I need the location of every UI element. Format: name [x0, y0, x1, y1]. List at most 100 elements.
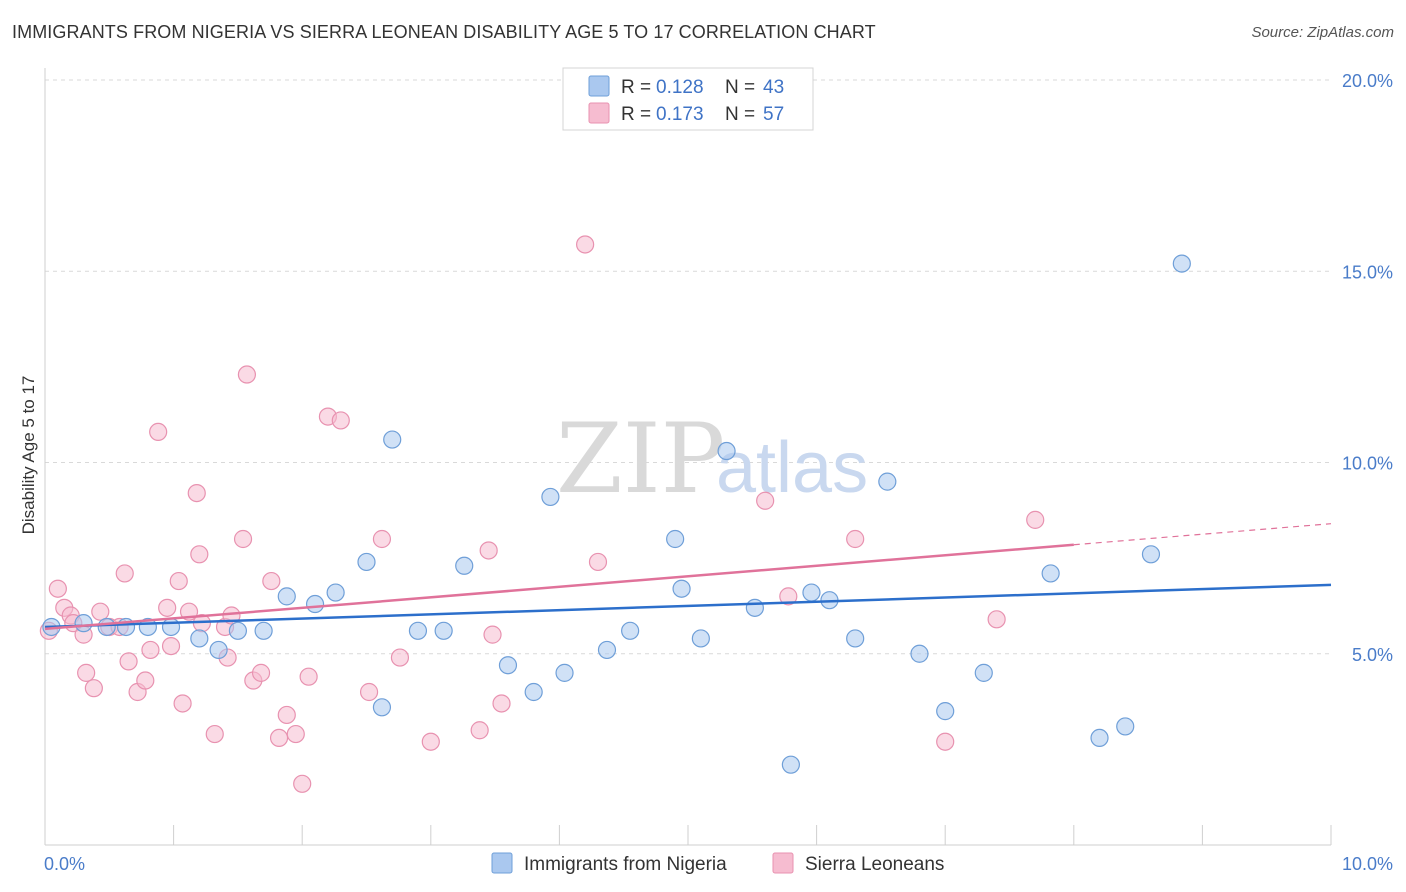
sierra-leoneans-point-41: [359, 682, 379, 702]
sierra-leoneans-point-8: [91, 602, 110, 621]
sierra-leoneans-point-23: [190, 545, 209, 564]
sierra-leoneans-point-1: [48, 579, 67, 598]
sierra-leoneans-point-11: [115, 564, 134, 583]
sierra-leoneans-point-56: [1026, 510, 1045, 529]
sierra-leoneans-point-46: [479, 541, 498, 560]
sierra-leoneans-point-52: [779, 587, 798, 606]
bottom-legend-swatch-nigeria: [491, 852, 513, 874]
y-axis-label: Disability Age 5 to 17: [19, 376, 38, 535]
legend-n-value-pink: 57: [763, 104, 784, 125]
nigeria-point-31: [802, 583, 821, 602]
sierra-leoneans-point-17: [158, 598, 177, 617]
bottom-legend: Immigrants from Nigeria Sierra Leoneans: [491, 852, 944, 875]
sierra-leoneans-point-22: [187, 484, 206, 503]
sierra-leoneans-point-36: [286, 724, 305, 744]
sierra-leoneans-point-53: [846, 529, 865, 549]
sierra-leoneans-point-40: [331, 411, 350, 430]
nigeria-point-40: [1116, 717, 1135, 736]
sierra-leoneans-point-6: [77, 663, 96, 682]
sierra-leoneans-point-43: [390, 648, 410, 667]
nigeria-point-24: [621, 621, 640, 640]
sierra-leoneans-point-7: [84, 679, 103, 698]
nigeria-point-9: [254, 621, 273, 640]
y-tick-label-10: 10.0%: [1342, 454, 1393, 474]
nigeria-point-33: [846, 629, 865, 648]
y-axis-tick-labels: 5.0% 10.0% 15.0% 20.0%: [1342, 71, 1393, 665]
nigeria-point-12: [326, 583, 345, 602]
sierra-leoneans-point-42: [372, 529, 392, 549]
nigeria-point-10: [277, 587, 296, 606]
nigeria-point-2: [97, 617, 116, 637]
gridlines: [45, 79, 1331, 655]
nigeria-point-30: [781, 755, 800, 774]
nigeria-trend-line: [44, 583, 1332, 629]
sierra-leoneans-point-30: [237, 365, 257, 384]
sierra-leoneans-point-45: [470, 721, 489, 740]
nigeria-point-28: [717, 441, 736, 461]
nigeria-point-29: [745, 598, 764, 617]
nigeria-point-22: [555, 663, 574, 682]
sierra-leoneans-point-20: [173, 694, 192, 713]
sierra-leoneans-point-32: [251, 663, 271, 682]
sierra-leoneans-point-50: [588, 552, 608, 572]
sierra-leoneans-point-33: [262, 571, 281, 591]
x-tick-label-min: 0.0%: [44, 854, 85, 874]
nigeria-point-7: [209, 640, 228, 660]
sierra-leoneans-trend-extension: [1073, 523, 1332, 546]
bottom-legend-label-nigeria: Immigrants from Nigeria: [524, 854, 727, 875]
bottom-legend-label-sierra: Sierra Leoneans: [805, 854, 944, 875]
nigeria-point-8: [228, 621, 247, 640]
nigeria-point-16: [408, 621, 428, 640]
sierra-leoneans-point-19: [169, 571, 188, 591]
y-tick-label-15: 15.0%: [1342, 262, 1393, 282]
legend-n-value-blue: 43: [763, 77, 784, 98]
y-tick-label-20: 20.0%: [1342, 71, 1393, 91]
nigeria-point-13: [357, 552, 376, 572]
sierra-leoneans-point-25: [205, 724, 224, 744]
sierra-leoneans-point-44: [421, 732, 440, 751]
sierra-leoneans-point-34: [269, 728, 289, 748]
nigeria-point-20: [524, 682, 543, 702]
chart-title: IMMIGRANTS FROM NIGERIA VS SIERRA LEONEA…: [12, 22, 876, 42]
legend-r-label-blue: R =: [621, 77, 651, 98]
watermark-atlas: atlas: [716, 428, 868, 508]
sierra-leoneans-points: [39, 235, 1045, 793]
nigeria-point-19: [498, 656, 518, 675]
nigeria-point-27: [691, 629, 710, 648]
x-axis-ticks: [44, 825, 1332, 845]
nigeria-point-42: [1172, 254, 1191, 273]
sierra-leoneans-point-18: [161, 636, 181, 656]
sierra-leoneans-point-37: [293, 774, 312, 793]
sierra-leoneans-trend-line: [44, 543, 1074, 631]
sierra-leoneans-point-38: [299, 667, 318, 686]
nigeria-point-14: [372, 698, 392, 717]
sierra-leoneans-point-14: [136, 671, 155, 690]
sierra-leoneans-point-16: [149, 422, 168, 441]
nigeria-point-38: [1041, 564, 1060, 583]
nigeria-point-39: [1090, 728, 1109, 748]
nigeria-point-6: [190, 629, 209, 648]
source-credit: Source: ZipAtlas.com: [1251, 24, 1394, 41]
nigeria-point-17: [434, 621, 453, 640]
trend-lines: [44, 523, 1332, 631]
nigeria-point-15: [383, 430, 402, 449]
sierra-leoneans-point-35: [277, 705, 296, 725]
x-tick-label-max: 10.0%: [1342, 854, 1393, 874]
sierra-leoneans-point-51: [756, 491, 775, 510]
sierra-leoneans-point-12: [119, 652, 138, 671]
nigeria-point-34: [878, 472, 897, 491]
sierra-leoneans-point-55: [987, 610, 1006, 629]
legend-r-value-blue: 0.128: [656, 77, 704, 98]
nigeria-point-37: [974, 663, 993, 682]
nigeria-points: [42, 254, 1191, 774]
nigeria-point-35: [910, 644, 929, 663]
sierra-leoneans-point-15: [141, 640, 160, 660]
nigeria-point-26: [672, 579, 691, 598]
bottom-legend-swatch-sierra: [772, 852, 794, 874]
nigeria-point-25: [666, 529, 685, 549]
sierra-leoneans-point-48: [492, 694, 511, 713]
legend-r-value-pink: 0.173: [656, 104, 704, 125]
nigeria-point-41: [1141, 545, 1161, 564]
sierra-leoneans-point-29: [233, 529, 253, 549]
